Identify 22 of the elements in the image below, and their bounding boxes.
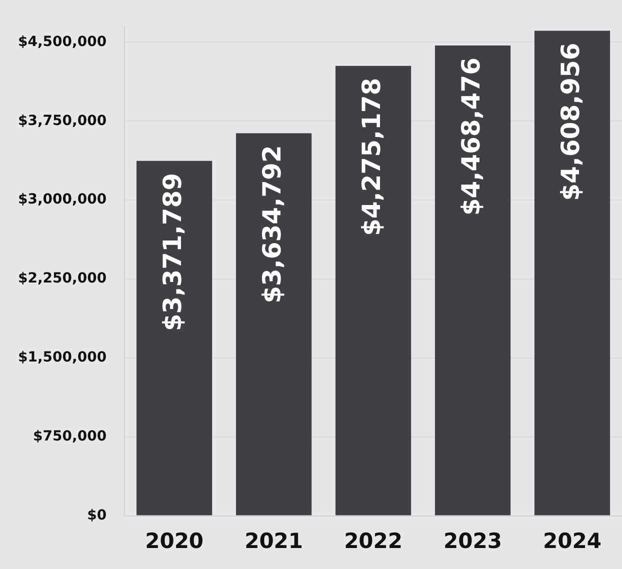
x-tick-label: 2021: [244, 528, 304, 553]
y-tick-label: $1,500,000: [18, 350, 107, 366]
data-label: $4,275,178: [356, 78, 386, 236]
y-tick-label: $3,000,000: [18, 192, 107, 208]
bar: [534, 30, 610, 516]
bar: [434, 46, 511, 516]
y-tick-label: $0: [87, 507, 107, 524]
bar: [136, 160, 212, 516]
y-tick-label: $4,500,000: [18, 34, 107, 50]
data-label: $4,608,956: [556, 42, 585, 201]
data-label: $4,468,476: [456, 58, 486, 216]
bar: [236, 133, 312, 516]
y-tick-label: $2,250,000: [18, 270, 107, 287]
y-tick-label: $3,750,000: [18, 112, 107, 129]
data-label: $3,634,792: [257, 145, 286, 304]
data-label: $3,371,789: [158, 172, 187, 332]
bar: [335, 66, 412, 516]
x-tick-label: 2022: [344, 528, 403, 553]
x-tick-label: 2024: [543, 528, 602, 553]
x-tick-label: 2023: [444, 528, 502, 553]
x-tick-label: 2020: [145, 528, 204, 553]
y-tick-label: $750,000: [33, 428, 107, 445]
